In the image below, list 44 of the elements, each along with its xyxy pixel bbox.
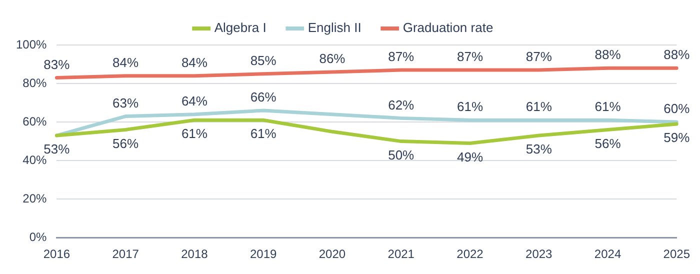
data-label: 86% [319,51,346,66]
x-tick-label: 2020 [318,247,346,262]
data-label: 49% [456,149,484,164]
data-label: 83% [44,56,70,72]
data-label: 61% [181,126,208,142]
data-label: 60% [664,101,690,116]
x-tick-label: 2018 [181,247,208,262]
legend-label: English II [308,20,362,36]
y-tick-label: 100% [16,37,48,52]
data-label: 61% [526,99,552,114]
data-label: 59% [664,130,690,146]
data-label: 85% [250,52,277,68]
x-tick-label: 2024 [594,247,622,262]
data-label: 53% [526,142,552,157]
data-label: 88% [594,47,622,62]
y-tick-label: 0% [29,230,48,244]
x-tick-label: 2019 [250,247,278,262]
data-label: 62% [388,97,415,112]
data-label: 56% [112,136,140,151]
data-label: 87% [526,49,552,64]
data-label: 61% [594,99,622,114]
x-tick-label: 2021 [388,247,415,262]
x-tick-label: 2025 [663,247,690,262]
data-label: 63% [112,95,140,110]
x-tick-label: 2022 [456,247,484,262]
x-tick-label: 2016 [43,247,70,262]
data-label: 64% [181,93,208,108]
data-label: 84% [112,54,140,70]
data-label: 61% [456,99,484,114]
data-label: 50% [388,147,415,162]
data-label: 88% [664,47,690,62]
data-label: 66% [250,90,277,105]
data-label: 84% [181,54,208,70]
legend-label: Algebra I [214,20,266,36]
data-label: 87% [456,49,484,64]
y-tick-label: 80% [22,76,48,90]
data-label: 87% [388,49,415,64]
y-tick-label: 60% [22,114,48,128]
data-label: 61% [250,126,277,142]
x-tick-label: 2023 [526,247,553,262]
y-tick-label: 20% [22,191,48,206]
data-label: 56% [594,136,622,151]
x-tick-label: 2017 [112,247,140,262]
legend-label: Graduation rate [402,20,494,36]
